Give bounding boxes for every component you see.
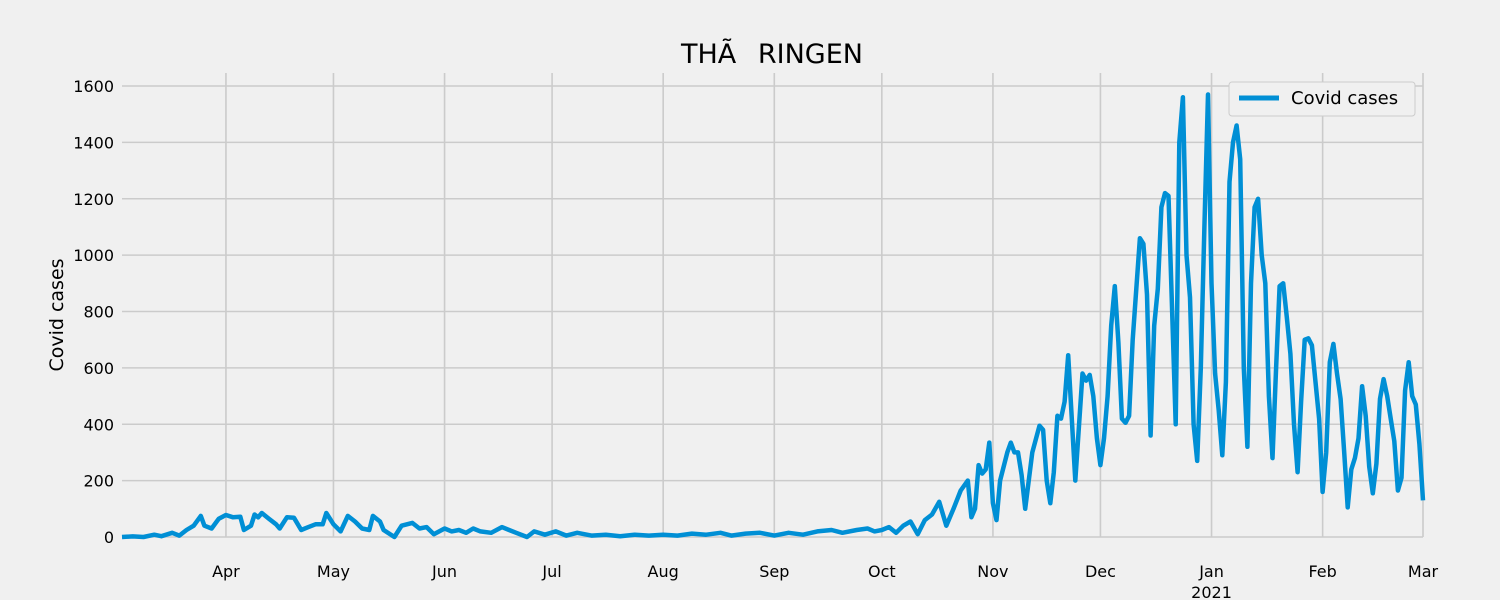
- series-line: [121, 92, 1426, 540]
- x-tick-label: Jan: [1198, 562, 1224, 581]
- x-tick-label: Mar: [1408, 562, 1439, 581]
- x-tick-label: Jun: [431, 562, 457, 581]
- tick-labels: 0 200 400 600 800 1000 1200 1400 1600 Apr May Jun Ju…: [73, 77, 1438, 600]
- legend-box: [1228, 81, 1416, 117]
- x-tick-label: Feb: [1308, 562, 1336, 581]
- y-tick-label: 1000: [73, 246, 114, 265]
- x-year-label: 2021: [1191, 583, 1232, 600]
- y-tick-label: 800: [83, 303, 114, 322]
- x-tick-label: Apr: [212, 562, 240, 581]
- y-tick-label: 200: [83, 472, 114, 491]
- x-tick-label: Aug: [648, 562, 679, 581]
- x-tick-label: May: [317, 562, 350, 581]
- legend-label: Covid cases: [1291, 88, 1398, 109]
- y-tick-label: 1400: [73, 133, 114, 152]
- x-tick-label: Nov: [977, 562, 1008, 581]
- y-axis-title: Covid cases: [46, 258, 68, 371]
- y-tick-label: 600: [83, 359, 114, 378]
- x-tick-label: Jul: [541, 562, 561, 581]
- x-tick-label: Dec: [1085, 562, 1116, 581]
- y-tick-label: 1600: [73, 77, 114, 96]
- chart-title: THÃRINGEN: [680, 38, 863, 70]
- y-tick-label: 0: [104, 528, 114, 547]
- x-tick-label: Sep: [759, 562, 789, 581]
- x-tick-label: Oct: [868, 562, 896, 581]
- y-tick-label: 1200: [73, 190, 114, 209]
- y-tick-label: 400: [83, 415, 114, 434]
- series-lines: [121, 92, 1426, 540]
- legend: Covid cases: [1228, 81, 1416, 117]
